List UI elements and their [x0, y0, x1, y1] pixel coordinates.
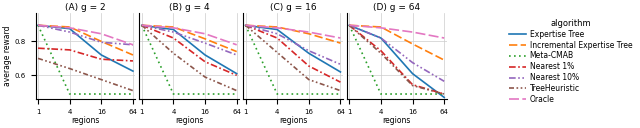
X-axis label: regions: regions — [383, 116, 411, 125]
X-axis label: regions: regions — [279, 116, 307, 125]
Title: (A) g = 2: (A) g = 2 — [65, 3, 106, 12]
X-axis label: regions: regions — [175, 116, 204, 125]
Y-axis label: average reward: average reward — [3, 26, 12, 86]
Title: (D) g = 64: (D) g = 64 — [373, 3, 420, 12]
X-axis label: regions: regions — [71, 116, 100, 125]
Title: (B) g = 4: (B) g = 4 — [169, 3, 209, 12]
Legend: Expertise Tree, Incremental Expertise Tree, Meta-CMAB, Nearest 1%, Nearest 10%, : Expertise Tree, Incremental Expertise Tr… — [508, 18, 633, 105]
Title: (C) g = 16: (C) g = 16 — [269, 3, 316, 12]
